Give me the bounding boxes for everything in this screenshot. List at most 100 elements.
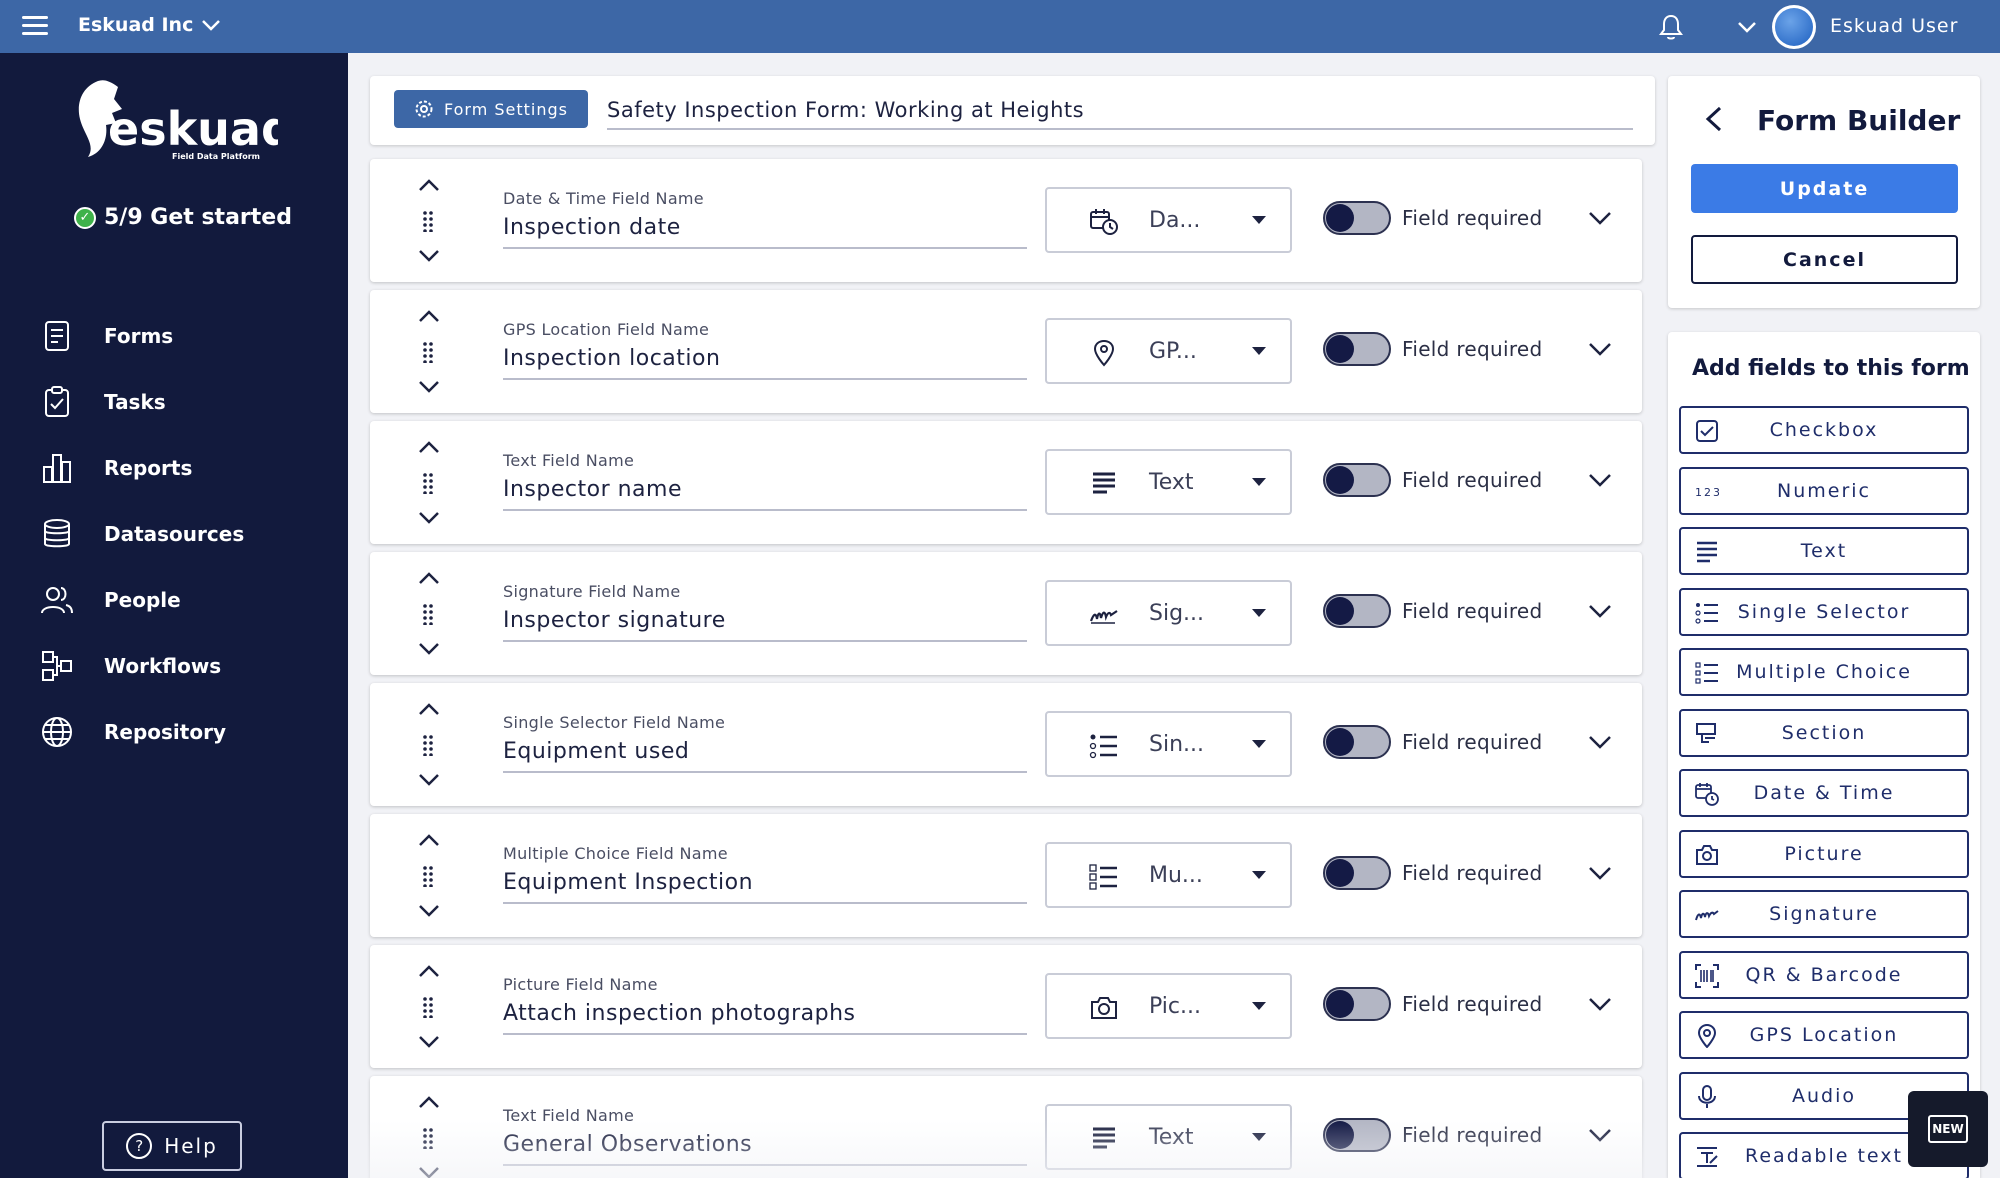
move-down-icon[interactable] bbox=[417, 770, 441, 790]
field-type-select[interactable]: Da... bbox=[1045, 187, 1292, 253]
field-type-select[interactable]: Text bbox=[1045, 449, 1292, 515]
move-down-icon[interactable] bbox=[417, 1163, 441, 1178]
move-up-icon[interactable] bbox=[417, 437, 441, 457]
get-started-progress[interactable]: ✓ 5/9 Get started bbox=[74, 205, 292, 230]
move-up-icon[interactable] bbox=[417, 961, 441, 981]
sidebar-item-tasks[interactable]: Tasks bbox=[0, 369, 348, 435]
drag-handle-icon[interactable] bbox=[422, 996, 438, 1018]
drag-handle-icon[interactable] bbox=[422, 865, 438, 887]
add-single-selector-button[interactable]: Single Selector bbox=[1679, 587, 1969, 636]
field-name-input[interactable]: Inspector name bbox=[503, 477, 1027, 511]
sidebar-item-people[interactable]: People bbox=[0, 567, 348, 633]
field-name-input[interactable]: Equipment Inspection bbox=[503, 870, 1027, 904]
field-list: Date & Time Field Name Inspection date D… bbox=[370, 159, 1642, 1178]
expand-chevron-icon[interactable] bbox=[1587, 207, 1613, 229]
move-up-icon[interactable] bbox=[417, 830, 441, 850]
username[interactable]: Eskuad User bbox=[1830, 15, 1959, 37]
add-picture-button[interactable]: Picture bbox=[1679, 829, 1969, 878]
field-name-input[interactable]: Attach inspection photographs bbox=[503, 1001, 1027, 1035]
expand-chevron-icon[interactable] bbox=[1587, 600, 1613, 622]
move-down-icon[interactable] bbox=[417, 639, 441, 659]
field-required-toggle[interactable] bbox=[1323, 332, 1391, 366]
expand-chevron-icon[interactable] bbox=[1587, 469, 1613, 491]
field-type-select[interactable]: Pic... bbox=[1045, 973, 1292, 1039]
drag-handle-icon[interactable] bbox=[422, 603, 438, 625]
expand-chevron-icon[interactable] bbox=[1587, 338, 1613, 360]
move-down-icon[interactable] bbox=[417, 246, 441, 266]
field-required-toggle[interactable] bbox=[1323, 987, 1391, 1021]
field-name-input[interactable]: Inspection date bbox=[503, 215, 1027, 249]
field-name-input[interactable]: Inspection location bbox=[503, 346, 1027, 380]
sidebar-item-datasources[interactable]: Datasources bbox=[0, 501, 348, 567]
help-button[interactable]: ? Help bbox=[102, 1121, 242, 1171]
move-up-icon[interactable] bbox=[417, 175, 441, 195]
field-required-toggle[interactable] bbox=[1323, 594, 1391, 628]
move-down-icon[interactable] bbox=[417, 1032, 441, 1052]
field-type-select[interactable]: Sig... bbox=[1045, 580, 1292, 646]
form-settings-button[interactable]: Form Settings bbox=[394, 90, 588, 128]
field-name-input[interactable]: Inspector signature bbox=[503, 608, 1027, 642]
bell-icon[interactable] bbox=[1656, 12, 1686, 42]
expand-chevron-icon[interactable] bbox=[1587, 1124, 1613, 1146]
drag-handle-icon[interactable] bbox=[422, 472, 438, 494]
add-section-button[interactable]: Section bbox=[1679, 708, 1969, 757]
caret-down-icon bbox=[1252, 1133, 1266, 1141]
whats-new-button[interactable]: NEW bbox=[1908, 1091, 1988, 1167]
field-required-toggle[interactable] bbox=[1323, 463, 1391, 497]
form-title-input[interactable]: Safety Inspection Form: Working at Heigh… bbox=[607, 98, 1633, 130]
signature-icon bbox=[1695, 910, 1719, 921]
toggle-knob bbox=[1326, 597, 1354, 625]
add-signature-button[interactable]: Signature bbox=[1679, 890, 1969, 938]
sidebar-item-forms[interactable]: Forms bbox=[0, 303, 348, 369]
field-required-toggle[interactable] bbox=[1323, 1118, 1391, 1152]
move-up-icon[interactable] bbox=[417, 306, 441, 326]
toggle-knob bbox=[1326, 990, 1354, 1018]
update-button[interactable]: Update bbox=[1691, 164, 1958, 213]
expand-chevron-icon[interactable] bbox=[1587, 993, 1613, 1015]
drag-handle-icon[interactable] bbox=[422, 1127, 438, 1149]
field-type-select[interactable]: Text bbox=[1045, 1104, 1292, 1170]
move-down-icon[interactable] bbox=[417, 901, 441, 921]
field-name-input[interactable]: General Observations bbox=[503, 1132, 1027, 1166]
drag-handle-icon[interactable] bbox=[422, 210, 438, 232]
add-numeric-button[interactable]: 123 Numeric bbox=[1679, 466, 1969, 515]
move-down-icon[interactable] bbox=[417, 377, 441, 397]
sidebar-item-workflows[interactable]: Workflows bbox=[0, 633, 348, 699]
drag-handle-icon[interactable] bbox=[422, 341, 438, 363]
avatar[interactable] bbox=[1772, 5, 1816, 49]
add-qr-barcode-button[interactable]: QR & Barcode bbox=[1679, 950, 1969, 999]
sidebar-item-repository[interactable]: Repository bbox=[0, 699, 348, 765]
field-required-toggle[interactable] bbox=[1323, 201, 1391, 235]
cancel-button[interactable]: Cancel bbox=[1691, 235, 1958, 284]
add-readable-text-button[interactable]: Readable text bbox=[1679, 1132, 1969, 1178]
field-required-toggle[interactable] bbox=[1323, 725, 1391, 759]
field-name-input[interactable]: Equipment used bbox=[503, 739, 1027, 773]
field-required-toggle[interactable] bbox=[1323, 856, 1391, 890]
text-lines-icon bbox=[1697, 541, 1717, 563]
expand-chevron-icon[interactable] bbox=[1587, 731, 1613, 753]
toggle-knob bbox=[1326, 728, 1354, 756]
field-type-select[interactable]: Mu... bbox=[1045, 842, 1292, 908]
add-date-time-button[interactable]: Date & Time bbox=[1679, 769, 1969, 817]
single-selector-icon bbox=[1089, 734, 1117, 759]
back-chevron-icon[interactable] bbox=[1702, 104, 1726, 134]
add-checkbox-button[interactable]: Checkbox bbox=[1679, 406, 1969, 454]
move-up-icon[interactable] bbox=[417, 1092, 441, 1112]
org-switcher[interactable]: Eskuad Inc bbox=[78, 14, 221, 36]
sidebar-item-label: People bbox=[104, 588, 181, 612]
move-up-icon[interactable] bbox=[417, 699, 441, 719]
field-type-select[interactable]: GP... bbox=[1045, 318, 1292, 384]
add-text-button[interactable]: Text bbox=[1679, 527, 1969, 575]
add-gps-location-button[interactable]: GPS Location bbox=[1679, 1011, 1969, 1059]
user-menu-chevron-icon[interactable] bbox=[1736, 16, 1758, 38]
move-up-icon[interactable] bbox=[417, 568, 441, 588]
menu-icon[interactable] bbox=[22, 16, 48, 36]
field-row: Text Field Name General Observations Tex… bbox=[370, 1076, 1642, 1178]
add-multiple-choice-button[interactable]: Multiple Choice bbox=[1679, 648, 1969, 696]
move-down-icon[interactable] bbox=[417, 508, 441, 528]
expand-chevron-icon[interactable] bbox=[1587, 862, 1613, 884]
sidebar-item-reports[interactable]: Reports bbox=[0, 435, 348, 501]
add-field-label: Readable text bbox=[1745, 1145, 1903, 1167]
field-type-select[interactable]: Sin... bbox=[1045, 711, 1292, 777]
drag-handle-icon[interactable] bbox=[422, 734, 438, 756]
